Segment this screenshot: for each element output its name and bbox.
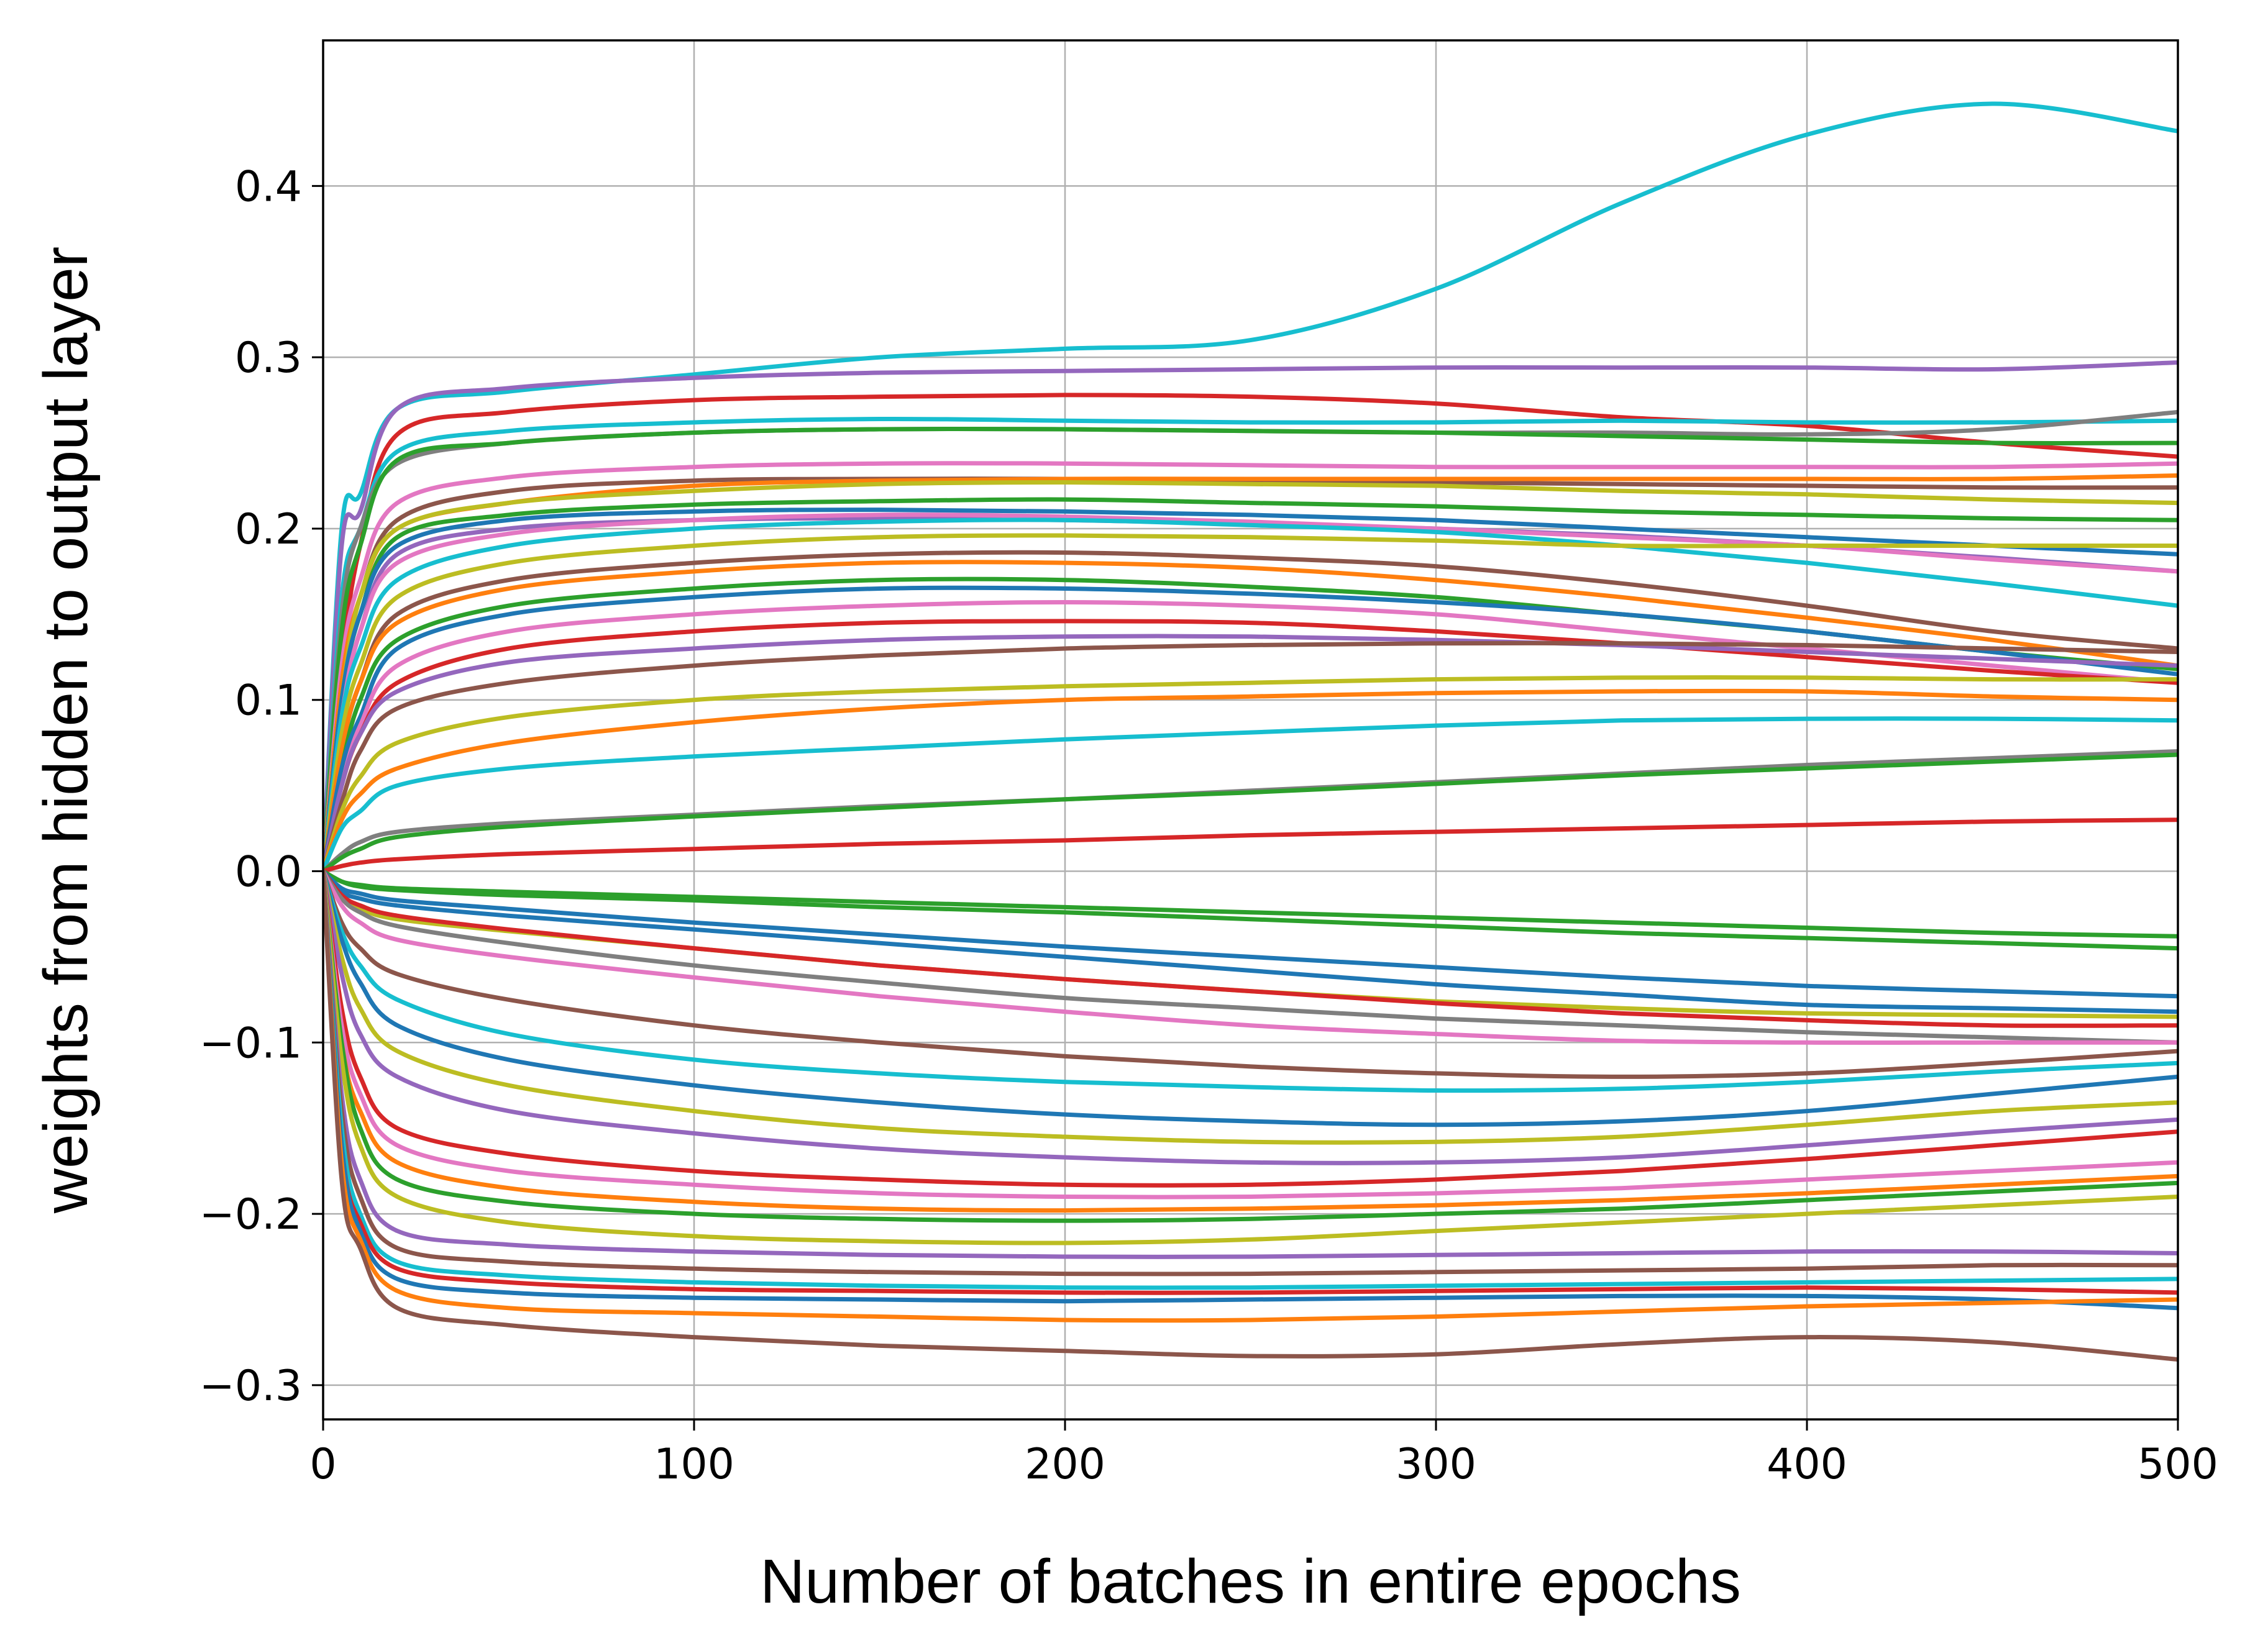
series-line-16: [323, 533, 2178, 873]
y-tick-label: −0.1: [199, 1019, 302, 1068]
series-line-48: [323, 869, 2178, 1245]
series-line-26: [323, 688, 2178, 873]
series-line-30: [323, 817, 2178, 873]
y-tick-label: 0.0: [235, 848, 302, 897]
y-tick-label: −0.3: [199, 1362, 302, 1411]
y-tick-label: 0.1: [235, 676, 302, 726]
series-line-1: [323, 101, 2178, 873]
series-line-47: [323, 869, 2178, 1223]
series-line-2: [323, 360, 2178, 873]
series-line-22: [323, 619, 2178, 873]
series-line-15: [323, 517, 2178, 873]
y-tick-label: 0.4: [235, 162, 302, 211]
y-tick-label: −0.2: [199, 1190, 302, 1239]
series-line-27: [323, 716, 2178, 873]
series-line-10: [323, 480, 2178, 873]
x-tick-label: 0: [309, 1440, 336, 1489]
x-tick-label: 400: [1767, 1440, 1847, 1489]
series-line-50: [323, 869, 2178, 1277]
plot-frame: [322, 39, 2179, 1421]
series-line-17: [323, 550, 2178, 873]
series-line-45: [323, 869, 2178, 1200]
series-line-6: [323, 426, 2178, 873]
series-line-43: [323, 869, 2178, 1165]
series-line-38: [323, 869, 2178, 1045]
series-line-41: [323, 869, 2178, 1127]
series-line-49: [323, 869, 2178, 1259]
series-line-31: [323, 869, 2178, 939]
series-line-25: [323, 675, 2178, 873]
x-tick-label: 500: [2138, 1440, 2218, 1489]
series-line-18: [323, 560, 2178, 873]
axes: 0 100 200 300 400 500 −0.3 −0.2 −0.1 0.0 0.1 0.2 0.3…: [199, 39, 2218, 1489]
series-line-23: [323, 634, 2178, 873]
series-line-40: [323, 869, 2178, 1093]
series-line-44: [323, 869, 2178, 1188]
series-line-55: [323, 869, 2178, 1362]
series-line-29: [323, 752, 2178, 873]
y-tick-label: 0.2: [235, 505, 302, 554]
series-line-36: [323, 869, 2178, 1028]
x-tick-label: 300: [1396, 1440, 1476, 1489]
series-line-37: [323, 869, 2178, 1045]
series-line-53: [323, 869, 2178, 1311]
gridlines: [322, 40, 2179, 1419]
series-line-33: [323, 869, 2178, 999]
series-line-24: [323, 640, 2178, 873]
series-line-12: [323, 508, 2178, 873]
series-line-46: [323, 869, 2178, 1213]
x-tick-label: 200: [1025, 1440, 1105, 1489]
x-tick-label: 100: [654, 1440, 734, 1489]
series-line-32: [323, 869, 2178, 951]
y-tick-label: 0.3: [235, 334, 302, 383]
series-line-20: [323, 585, 2178, 873]
series-lines: [323, 101, 2178, 1362]
series-line-7: [323, 461, 2178, 873]
series-line-34: [323, 869, 2178, 1014]
series-line-54: [323, 869, 2178, 1323]
y-axis-title: weights from hidden to output layer: [31, 247, 101, 1214]
series-line-21: [323, 600, 2178, 873]
series-line-51: [323, 869, 2178, 1290]
series-line-39: [323, 869, 2178, 1079]
series-line-42: [323, 869, 2178, 1145]
x-axis-title: Number of batches in entire epochs: [760, 1547, 1741, 1616]
series-line-52: [323, 869, 2178, 1295]
